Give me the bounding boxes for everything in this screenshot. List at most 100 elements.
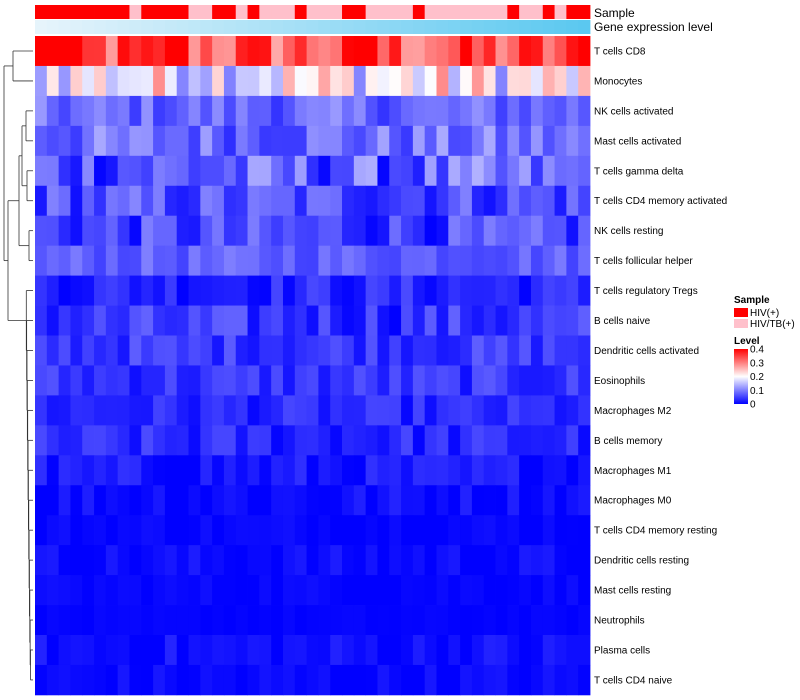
heatmap-cell — [578, 605, 591, 636]
heatmap-cell — [554, 395, 567, 426]
heatmap-cell — [247, 275, 260, 306]
heatmap-cell — [153, 335, 166, 366]
heatmap-cell — [282, 365, 296, 396]
heatmap-cell — [389, 95, 402, 127]
heatmap-cell — [247, 155, 260, 187]
heatmap-cell — [342, 395, 355, 426]
heatmap-cell — [554, 664, 567, 696]
expression-annotation-cell — [58, 20, 71, 34]
heatmap-cell — [401, 185, 414, 217]
heatmap-cell — [235, 185, 248, 217]
heatmap-cell — [401, 515, 414, 546]
heatmap-cell — [235, 155, 248, 187]
heatmap-cell — [519, 335, 532, 366]
heatmap-cell — [353, 185, 367, 217]
heatmap-cell — [389, 515, 402, 546]
heatmap-cell — [542, 215, 555, 247]
legend-label-hiv-tb: HIV/TB(+) — [750, 319, 795, 330]
heatmap-cell — [566, 215, 579, 247]
heatmap-cell — [164, 635, 178, 666]
heatmap-cell — [377, 605, 390, 636]
heatmap-cell — [259, 305, 272, 336]
heatmap-cell — [377, 155, 390, 187]
sample-annotation-cell — [412, 5, 426, 19]
heatmap-cell — [460, 485, 473, 516]
heatmap-cell — [200, 395, 213, 426]
heatmap-cell — [164, 275, 178, 306]
heatmap-cell — [448, 36, 461, 67]
expression-annotation-cell — [483, 20, 496, 34]
heatmap-cell — [141, 365, 154, 396]
heatmap-cell — [46, 425, 60, 456]
heatmap-cell — [259, 455, 272, 486]
heatmap-cell — [58, 425, 71, 456]
heatmap-cell — [460, 605, 473, 636]
heatmap-cell — [401, 485, 414, 516]
heatmap-cell — [412, 65, 426, 97]
heatmap-cell — [495, 395, 508, 426]
heatmap-cell — [282, 305, 296, 336]
heatmap-cell — [129, 365, 142, 396]
heatmap-cell — [483, 635, 496, 666]
heatmap-cell — [519, 95, 532, 127]
heatmap-cell — [82, 275, 95, 306]
heatmap-cell — [153, 455, 166, 486]
sample-annotation-cell — [578, 5, 591, 19]
heatmap-cell — [247, 36, 260, 67]
heatmap-cell — [46, 455, 60, 486]
legend-swatch-hiv — [734, 308, 748, 317]
heatmap-cell — [94, 95, 107, 127]
heatmap-cell — [353, 125, 367, 157]
heatmap-cell — [105, 425, 119, 456]
heatmap-cell — [117, 215, 130, 247]
heatmap-cell — [507, 36, 520, 67]
heatmap-cell — [401, 365, 414, 396]
heatmap-cell — [353, 65, 367, 97]
heatmap-cell — [235, 575, 248, 606]
heatmap-cell — [330, 155, 343, 187]
heatmap-cell — [153, 485, 166, 516]
heatmap-cell — [129, 275, 142, 306]
sample-annotation-cell — [105, 5, 119, 19]
heatmap-cell — [530, 365, 544, 396]
heatmap-cell — [483, 245, 496, 276]
heatmap-cell — [70, 65, 83, 97]
heatmap-cell — [554, 125, 567, 157]
heatmap-cell — [365, 155, 378, 187]
heatmap-cell — [188, 215, 201, 247]
sample-annotation-cell — [235, 5, 248, 19]
heatmap-cell — [70, 335, 83, 366]
heatmap-cell — [306, 155, 319, 187]
expression-annotation-cell — [105, 20, 119, 34]
sample-annotation-cell — [306, 5, 319, 19]
heatmap-cell — [188, 605, 201, 636]
row-labels: T cells CD8 Monocytes NK cells activated Ma… — [594, 46, 727, 686]
heatmap-cell — [82, 485, 95, 516]
heatmap-cell — [365, 215, 378, 247]
heatmap-cell — [471, 155, 485, 187]
heatmap-cell — [141, 125, 154, 157]
heatmap-cell — [212, 36, 225, 67]
heatmap-cell — [353, 245, 367, 276]
heatmap-cell — [35, 664, 48, 696]
heatmap-cell — [58, 664, 71, 696]
heatmap-cell — [495, 65, 508, 97]
heatmap-cell — [259, 664, 272, 696]
heatmap-cell — [105, 455, 119, 486]
heatmap-cell — [353, 305, 367, 336]
heatmap-cell — [519, 275, 532, 306]
heatmap-cell — [282, 395, 296, 426]
heatmap-cell — [70, 305, 83, 336]
heatmap-cell — [200, 95, 213, 127]
heatmap-cell — [377, 335, 390, 366]
heatmap-cell — [448, 275, 461, 306]
heatmap-cell — [58, 125, 71, 157]
heatmap-cell — [424, 36, 437, 67]
heatmap-cell — [330, 365, 343, 396]
heatmap-cell — [578, 95, 591, 127]
heatmap-cell — [70, 635, 83, 666]
heatmap-cell — [448, 335, 461, 366]
sample-annotation-cell — [377, 5, 390, 19]
heatmap-cell — [235, 455, 248, 486]
expression-annotation-cell — [153, 20, 166, 34]
